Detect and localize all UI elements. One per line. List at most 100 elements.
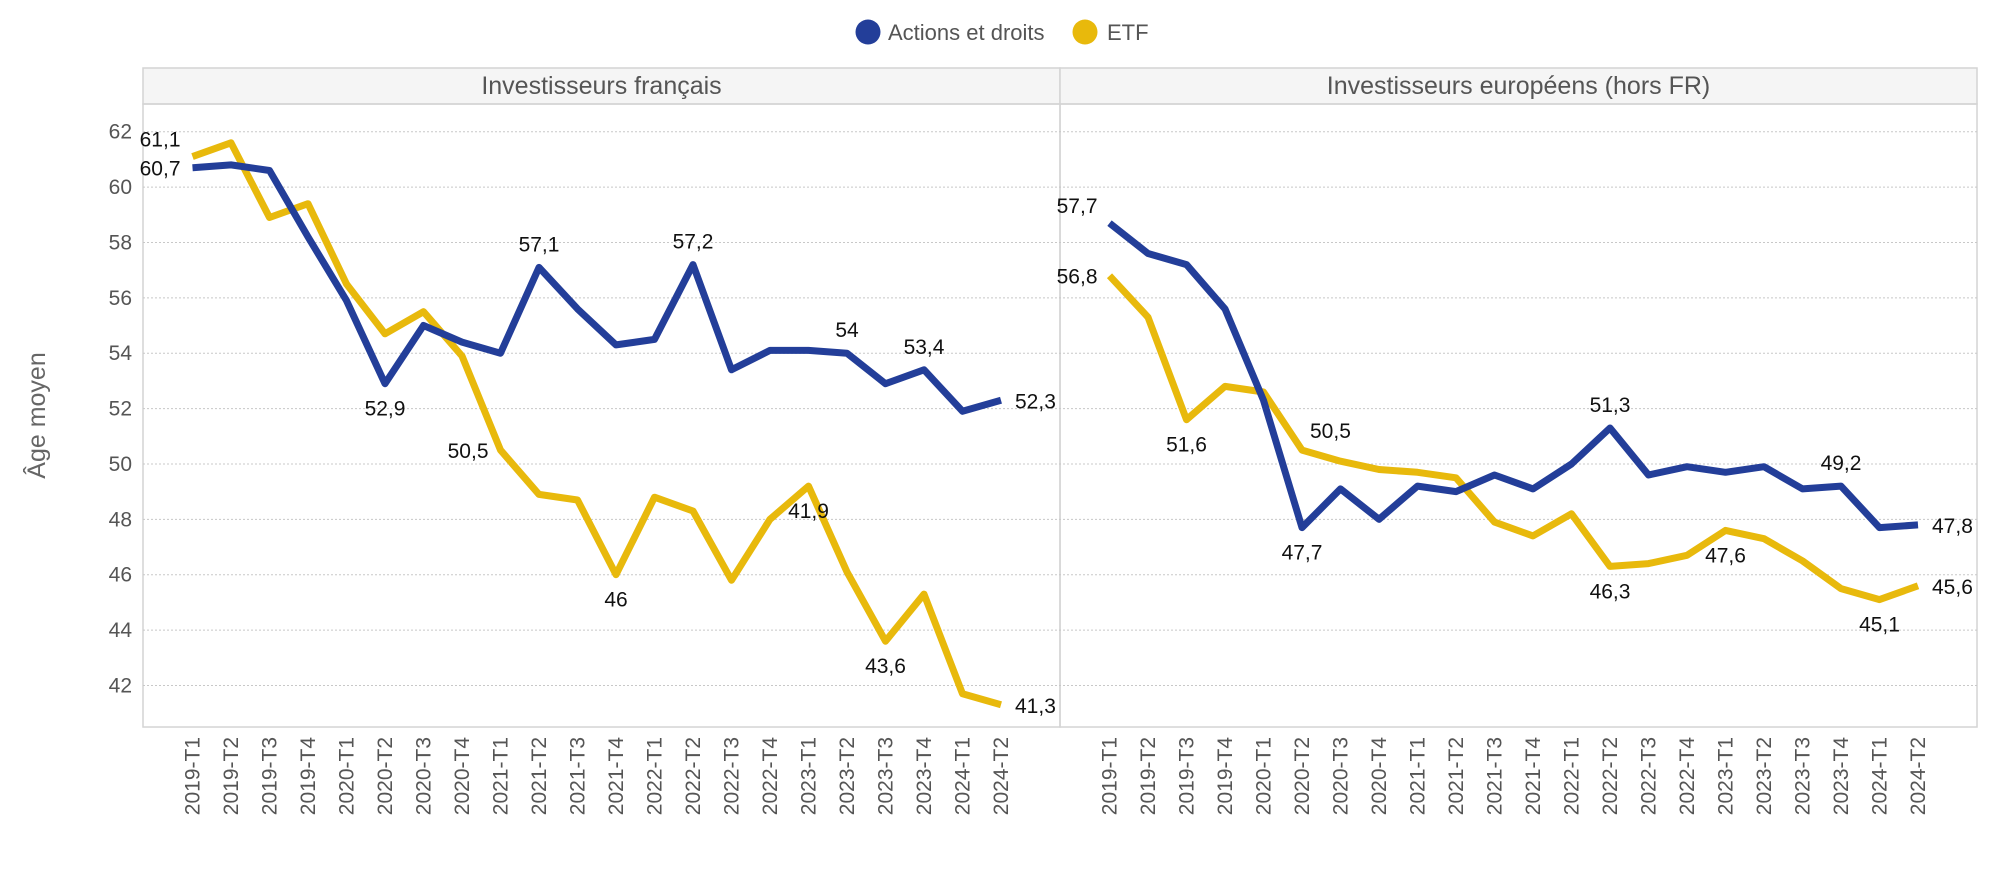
- y-tick-label-1: 44: [109, 619, 133, 642]
- data-label-p0-s1-2: 46: [604, 589, 627, 612]
- data-label-p0-s1-5: 41,3: [1015, 695, 1056, 718]
- x-tick-label-p0-5: 2020-T2: [374, 737, 397, 815]
- x-tick-label-p1-3: 2019-T4: [1214, 737, 1237, 816]
- y-tick-label-10: 62: [109, 121, 132, 144]
- x-tick-label-p1-4: 2020-T1: [1253, 737, 1276, 815]
- x-tick-label-p0-19: 2023-T4: [913, 737, 936, 816]
- x-tick-label-p0-7: 2020-T4: [451, 737, 474, 816]
- x-tick-label-p0-16: 2023-T1: [798, 737, 821, 815]
- x-tick-label-p0-1: 2019-T2: [220, 737, 243, 815]
- y-tick-label-4: 50: [109, 453, 132, 476]
- y-tick-label-8: 58: [109, 231, 132, 254]
- x-tick-label-p0-14: 2022-T3: [721, 737, 744, 815]
- x-tick-label-p0-15: 2022-T4: [759, 737, 782, 816]
- panel-title-0: Investisseurs français: [481, 72, 721, 100]
- data-label-p1-s0-4: 47,8: [1932, 515, 1973, 538]
- grid: [143, 131, 1977, 686]
- x-tick-label-p0-18: 2023-T3: [875, 737, 898, 815]
- x-tick-label-p0-12: 2022-T1: [644, 737, 667, 815]
- data-label-p0-s0-0: 60,7: [140, 158, 181, 181]
- y-axis-title: Âge moyen: [22, 352, 51, 478]
- series-line-p1-s0: [1107, 220, 1919, 532]
- x-tick-label-p0-2: 2019-T3: [259, 737, 282, 815]
- panel-header-1: [1059, 67, 1978, 105]
- data-label-p0-s0-4: 54: [835, 319, 859, 342]
- x-tick-label-p1-5: 2020-T2: [1291, 737, 1314, 815]
- x-tick-label-p1-6: 2020-T3: [1330, 737, 1353, 815]
- data-label-p1-s1-5: 45,1: [1859, 614, 1900, 637]
- x-tick-label-p0-11: 2021-T4: [605, 737, 628, 816]
- data-label-p1-s0-3: 49,2: [1821, 452, 1862, 475]
- x-tick-label-p0-20: 2024-T1: [952, 737, 975, 815]
- x-tick-label-p1-17: 2023-T2: [1753, 737, 1776, 815]
- panel-frame-1: [1059, 103, 1978, 728]
- x-tick-label-p1-11: 2021-T4: [1522, 737, 1545, 816]
- x-tick-label-p0-9: 2021-T2: [528, 737, 551, 815]
- x-tick-label-p1-21: 2024-T2: [1907, 737, 1930, 815]
- data-label-p0-s0-6: 52,3: [1015, 390, 1056, 413]
- data-label-p0-s1-4: 43,6: [865, 655, 906, 678]
- x-axis: 2019-T1 2019-T2 2019-T3 2019-T4 2020-T1 2020-…: [182, 737, 1931, 816]
- x-tick-label-p1-13: 2022-T2: [1599, 737, 1622, 815]
- legend-swatch-1: [1072, 19, 1098, 45]
- data-label-p1-s1-1: 51,6: [1166, 434, 1207, 457]
- data-label-p1-s1-0: 56,8: [1057, 266, 1098, 289]
- series-line-p0-s1: [191, 139, 1002, 709]
- x-tick-label-p1-20: 2024-T1: [1869, 737, 1892, 815]
- y-tick-label-3: 48: [109, 508, 132, 531]
- x-tick-label-p1-18: 2023-T3: [1792, 737, 1815, 815]
- y-tick-label-5: 52: [109, 398, 132, 421]
- x-tick-label-p0-0: 2019-T1: [182, 737, 205, 815]
- y-axis: 42 44 46 48 50 52 54 56 58 60 62 Âge moyen: [22, 121, 132, 698]
- panel-title-1: Investisseurs européens (hors FR): [1327, 72, 1710, 100]
- x-tick-label-p1-1: 2019-T2: [1137, 737, 1160, 815]
- x-tick-label-p1-14: 2022-T3: [1638, 737, 1661, 815]
- x-tick-label-p1-7: 2020-T4: [1368, 737, 1391, 816]
- y-tick-label-7: 56: [109, 287, 132, 310]
- legend-swatch-0: [855, 19, 881, 45]
- data-label-p1-s0-1: 47,7: [1282, 542, 1323, 565]
- data-label-p0-s1-1: 50,5: [448, 440, 489, 463]
- data-label-p1-s0-2: 51,3: [1590, 394, 1631, 417]
- y-tick-label-2: 46: [109, 564, 132, 587]
- data-label-p0-s0-5: 53,4: [904, 336, 945, 359]
- y-tick-label-0: 42: [109, 674, 132, 697]
- data-label-p0-s1-3: 41,9: [788, 500, 829, 523]
- x-tick-label-p0-8: 2021-T1: [490, 737, 513, 815]
- data-labels: 60,7 52,9 57,1 57,2 54 53,4 52,3 61,1 50,5 46 41,9…: [140, 129, 1973, 718]
- legend-label-1: ETF: [1107, 20, 1149, 45]
- series-line-p1-s1: [1106, 273, 1920, 604]
- x-tick-label-p1-19: 2023-T4: [1830, 737, 1853, 816]
- data-label-p1-s1-3: 46,3: [1590, 580, 1631, 603]
- series-line-p0-s0: [192, 161, 1002, 415]
- x-tick-label-p0-21: 2024-T2: [990, 737, 1013, 815]
- data-label-p1-s1-2: 50,5: [1310, 420, 1351, 443]
- data-label-p1-s1-4: 47,6: [1705, 544, 1746, 567]
- x-tick-label-p1-12: 2022-T1: [1561, 737, 1584, 815]
- x-tick-label-p1-10: 2021-T3: [1484, 737, 1507, 815]
- data-label-p1-s0-0: 57,7: [1057, 195, 1098, 218]
- data-label-p1-s1-6: 45,6: [1932, 576, 1973, 599]
- panels-frame: Investisseurs français Investisseurs euro…: [142, 67, 1978, 728]
- series: [191, 139, 1920, 709]
- data-label-p0-s1-0: 61,1: [140, 129, 181, 152]
- y-tick-label-6: 54: [109, 342, 133, 365]
- data-label-p0-s0-3: 57,2: [673, 231, 714, 254]
- x-tick-label-p0-4: 2020-T1: [336, 737, 359, 815]
- x-tick-label-p0-10: 2021-T3: [567, 737, 590, 815]
- data-label-p0-s0-2: 57,1: [519, 233, 560, 256]
- panel-header-0: [142, 67, 1061, 105]
- panel-frame-0: [142, 103, 1061, 728]
- y-tick-label-9: 60: [109, 176, 132, 199]
- data-label-p0-s0-1: 52,9: [365, 398, 406, 421]
- x-tick-label-p1-2: 2019-T3: [1176, 737, 1199, 815]
- legend: Actions et droits ETF: [855, 19, 1149, 45]
- x-tick-label-p1-8: 2021-T1: [1407, 737, 1430, 815]
- x-tick-label-p1-16: 2023-T1: [1715, 737, 1738, 815]
- x-tick-label-p0-17: 2023-T2: [836, 737, 859, 815]
- x-tick-label-p1-0: 2019-T1: [1099, 737, 1122, 815]
- x-tick-label-p0-6: 2020-T3: [413, 737, 436, 815]
- x-tick-label-p0-3: 2019-T4: [297, 737, 320, 816]
